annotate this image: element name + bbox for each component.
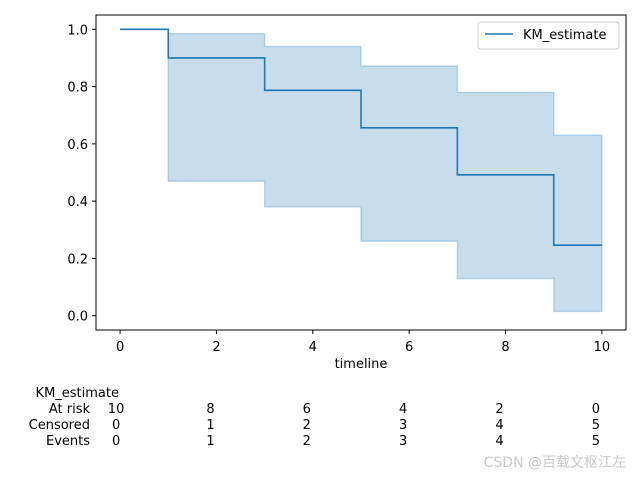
x-tick-label: 4 [309, 340, 317, 355]
confidence-band-layer [120, 28, 603, 313]
survival-step-line-0 [120, 28, 602, 247]
y-tick-label: 0.0 [67, 310, 88, 325]
survival-line-layer [120, 28, 602, 247]
at-risk-row-label: Events [45, 434, 90, 449]
at-risk-row-label: At risk [48, 402, 90, 417]
at-risk-cell: 5 [591, 434, 601, 449]
legend-label: KM_estimate [523, 28, 606, 43]
at-risk-title: KM_estimate [35, 386, 119, 401]
at-risk-cell: 0 [111, 434, 121, 449]
y-tick-label: 0.4 [67, 195, 88, 210]
y-tick-label: 1.0 [67, 23, 88, 38]
x-tick-label: 2 [212, 340, 220, 355]
x-tick-label: 8 [501, 340, 509, 355]
y-tick-label: 0.8 [67, 81, 88, 96]
x-tick-label: 0 [116, 340, 124, 355]
at-risk-cell: 0 [111, 418, 121, 433]
at-risk-cell: 8 [206, 402, 215, 417]
x-axis-label: timeline [335, 357, 388, 372]
at-risk-cell: 10 [107, 402, 125, 417]
at-risk-cell: 3 [399, 418, 408, 433]
tick-layer: 0 2 4 6 8 10 0.0 0.2 0.4 0.6 0.8 1.0 [67, 23, 610, 355]
plot-frame [95, 14, 627, 331]
at-risk-cell: 2 [302, 418, 311, 433]
watermark: CSDN @百载文枢江左 [483, 455, 626, 471]
at-risk-cell: 2 [302, 434, 311, 449]
at-risk-cell: 1 [206, 434, 215, 449]
legend-box [477, 21, 620, 50]
at-risk-cell: 4 [399, 402, 408, 417]
at-risk-cell: 4 [495, 434, 504, 449]
at-risk-cell: 2 [495, 402, 504, 417]
y-tick-label: 0.6 [67, 138, 88, 153]
at-risk-cell: 4 [495, 418, 504, 433]
at-risk-cell: 0 [591, 402, 601, 417]
at-risk-cell: 3 [399, 434, 408, 449]
legend: KM_estimate [477, 21, 620, 50]
at-risk-row-label: Censored [28, 418, 90, 433]
confidence-band-0 [120, 28, 603, 313]
x-tick-label: 10 [594, 340, 611, 355]
at-risk-cell: 6 [302, 402, 311, 417]
at-risk-table: KM_estimate At risk 10 8 6 4 2 0 Censored 0 1 2 3 4 5… [0, 386, 640, 456]
at-risk-cell: 5 [591, 418, 601, 433]
x-tick-label: 6 [405, 340, 413, 355]
at-risk-cell: 1 [206, 418, 215, 433]
y-tick-label: 0.2 [67, 252, 88, 267]
